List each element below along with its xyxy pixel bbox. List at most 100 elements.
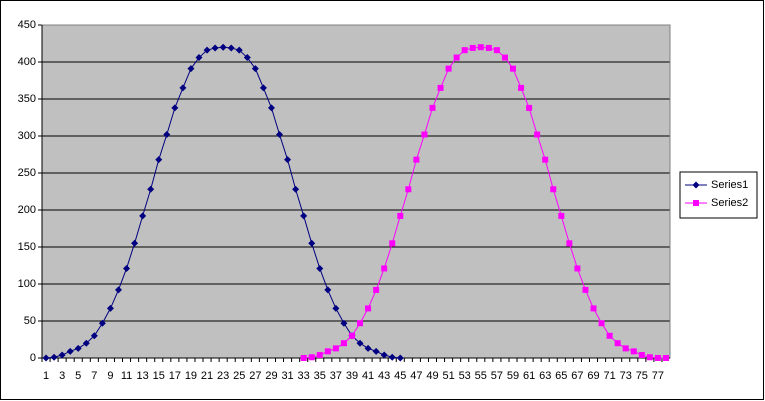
legend-label: Series1 — [711, 179, 748, 191]
x-tick-label: 63 — [539, 370, 551, 382]
x-tick-label: 1 — [43, 370, 49, 382]
data-point — [614, 340, 621, 347]
y-tick-label: 50 — [24, 315, 36, 327]
plot-area — [42, 25, 670, 358]
x-tick-label: 67 — [571, 370, 583, 382]
x-tick-label: 69 — [587, 370, 599, 382]
data-point — [179, 84, 187, 92]
data-point — [332, 304, 340, 312]
x-tick-label: 5 — [75, 370, 81, 382]
data-point — [259, 84, 267, 92]
data-point — [388, 353, 396, 361]
data-point — [340, 340, 347, 347]
data-point — [66, 347, 74, 355]
data-point — [316, 264, 324, 272]
data-point — [300, 355, 307, 361]
x-tick-label: 47 — [410, 370, 422, 382]
data-point — [227, 44, 235, 52]
y-tick-label: 400 — [18, 56, 36, 68]
data-point — [171, 104, 179, 112]
x-tick-label: 17 — [169, 370, 181, 382]
x-tick-label: 71 — [603, 370, 615, 382]
x-tick-label: 61 — [523, 370, 535, 382]
x-tick-label: 33 — [298, 370, 310, 382]
data-point — [251, 65, 259, 73]
x-tick-label: 15 — [153, 370, 165, 382]
data-point — [397, 212, 404, 219]
data-point — [413, 156, 420, 163]
data-point — [123, 264, 131, 272]
data-point — [74, 344, 82, 352]
data-point — [542, 156, 549, 163]
data-point — [421, 131, 428, 138]
data-point — [534, 131, 541, 138]
data-point — [526, 104, 533, 111]
data-point — [300, 212, 308, 220]
data-point — [493, 47, 500, 54]
data-point — [139, 212, 147, 220]
x-tick-label: 31 — [281, 370, 293, 382]
data-point — [646, 354, 653, 361]
data-point — [429, 104, 436, 111]
data-point — [389, 240, 396, 247]
x-tick-label: 37 — [330, 370, 342, 382]
data-point — [405, 186, 412, 193]
legend — [679, 171, 758, 219]
x-tick-label: 13 — [137, 370, 149, 382]
data-point — [501, 54, 508, 61]
data-point — [308, 239, 316, 247]
x-tick-label: 25 — [233, 370, 245, 382]
data-point — [267, 104, 275, 112]
data-point — [195, 54, 203, 62]
data-point — [485, 44, 492, 51]
x-tick-label: 49 — [426, 370, 438, 382]
y-tick-label: 150 — [18, 241, 36, 253]
data-point — [187, 65, 195, 73]
data-point — [163, 131, 171, 139]
data-point — [324, 348, 331, 355]
data-point — [372, 347, 380, 355]
data-point — [518, 84, 525, 91]
data-point — [356, 339, 364, 347]
data-point — [211, 44, 219, 52]
data-point — [364, 344, 372, 352]
x-tick-label: 23 — [217, 370, 229, 382]
data-point — [50, 353, 58, 361]
x-tick-label: 65 — [555, 370, 567, 382]
data-point — [131, 239, 139, 247]
data-point — [461, 47, 468, 54]
data-point — [445, 65, 452, 72]
data-point — [203, 46, 211, 54]
data-point — [284, 156, 292, 164]
y-tick-label: 250 — [18, 167, 36, 179]
x-tick-label: 53 — [459, 370, 471, 382]
y-tick-label: 450 — [18, 19, 36, 31]
x-tick-label: 59 — [507, 370, 519, 382]
x-tick-label: 75 — [636, 370, 648, 382]
data-point — [574, 265, 581, 272]
x-tick-label: 73 — [620, 370, 632, 382]
data-point — [606, 332, 613, 339]
x-tick-label: 51 — [442, 370, 454, 382]
x-tick-label: 57 — [491, 370, 503, 382]
data-point — [662, 355, 669, 361]
data-point — [292, 185, 300, 193]
data-point — [243, 54, 251, 62]
data-point — [147, 185, 155, 193]
data-point — [324, 286, 332, 294]
data-point — [510, 65, 516, 72]
y-tick-label: 0 — [30, 352, 36, 364]
data-point — [373, 286, 380, 293]
data-point — [622, 345, 629, 352]
data-point — [308, 354, 315, 361]
legend-marker — [693, 200, 699, 206]
data-point — [396, 354, 404, 362]
data-point — [380, 351, 388, 359]
x-tick-label: 7 — [91, 370, 97, 382]
x-tick-label: 21 — [201, 370, 213, 382]
x-tick-label: 77 — [652, 370, 664, 382]
data-point — [98, 319, 106, 327]
data-point — [114, 286, 122, 294]
data-point — [638, 352, 645, 359]
data-point — [590, 305, 597, 312]
